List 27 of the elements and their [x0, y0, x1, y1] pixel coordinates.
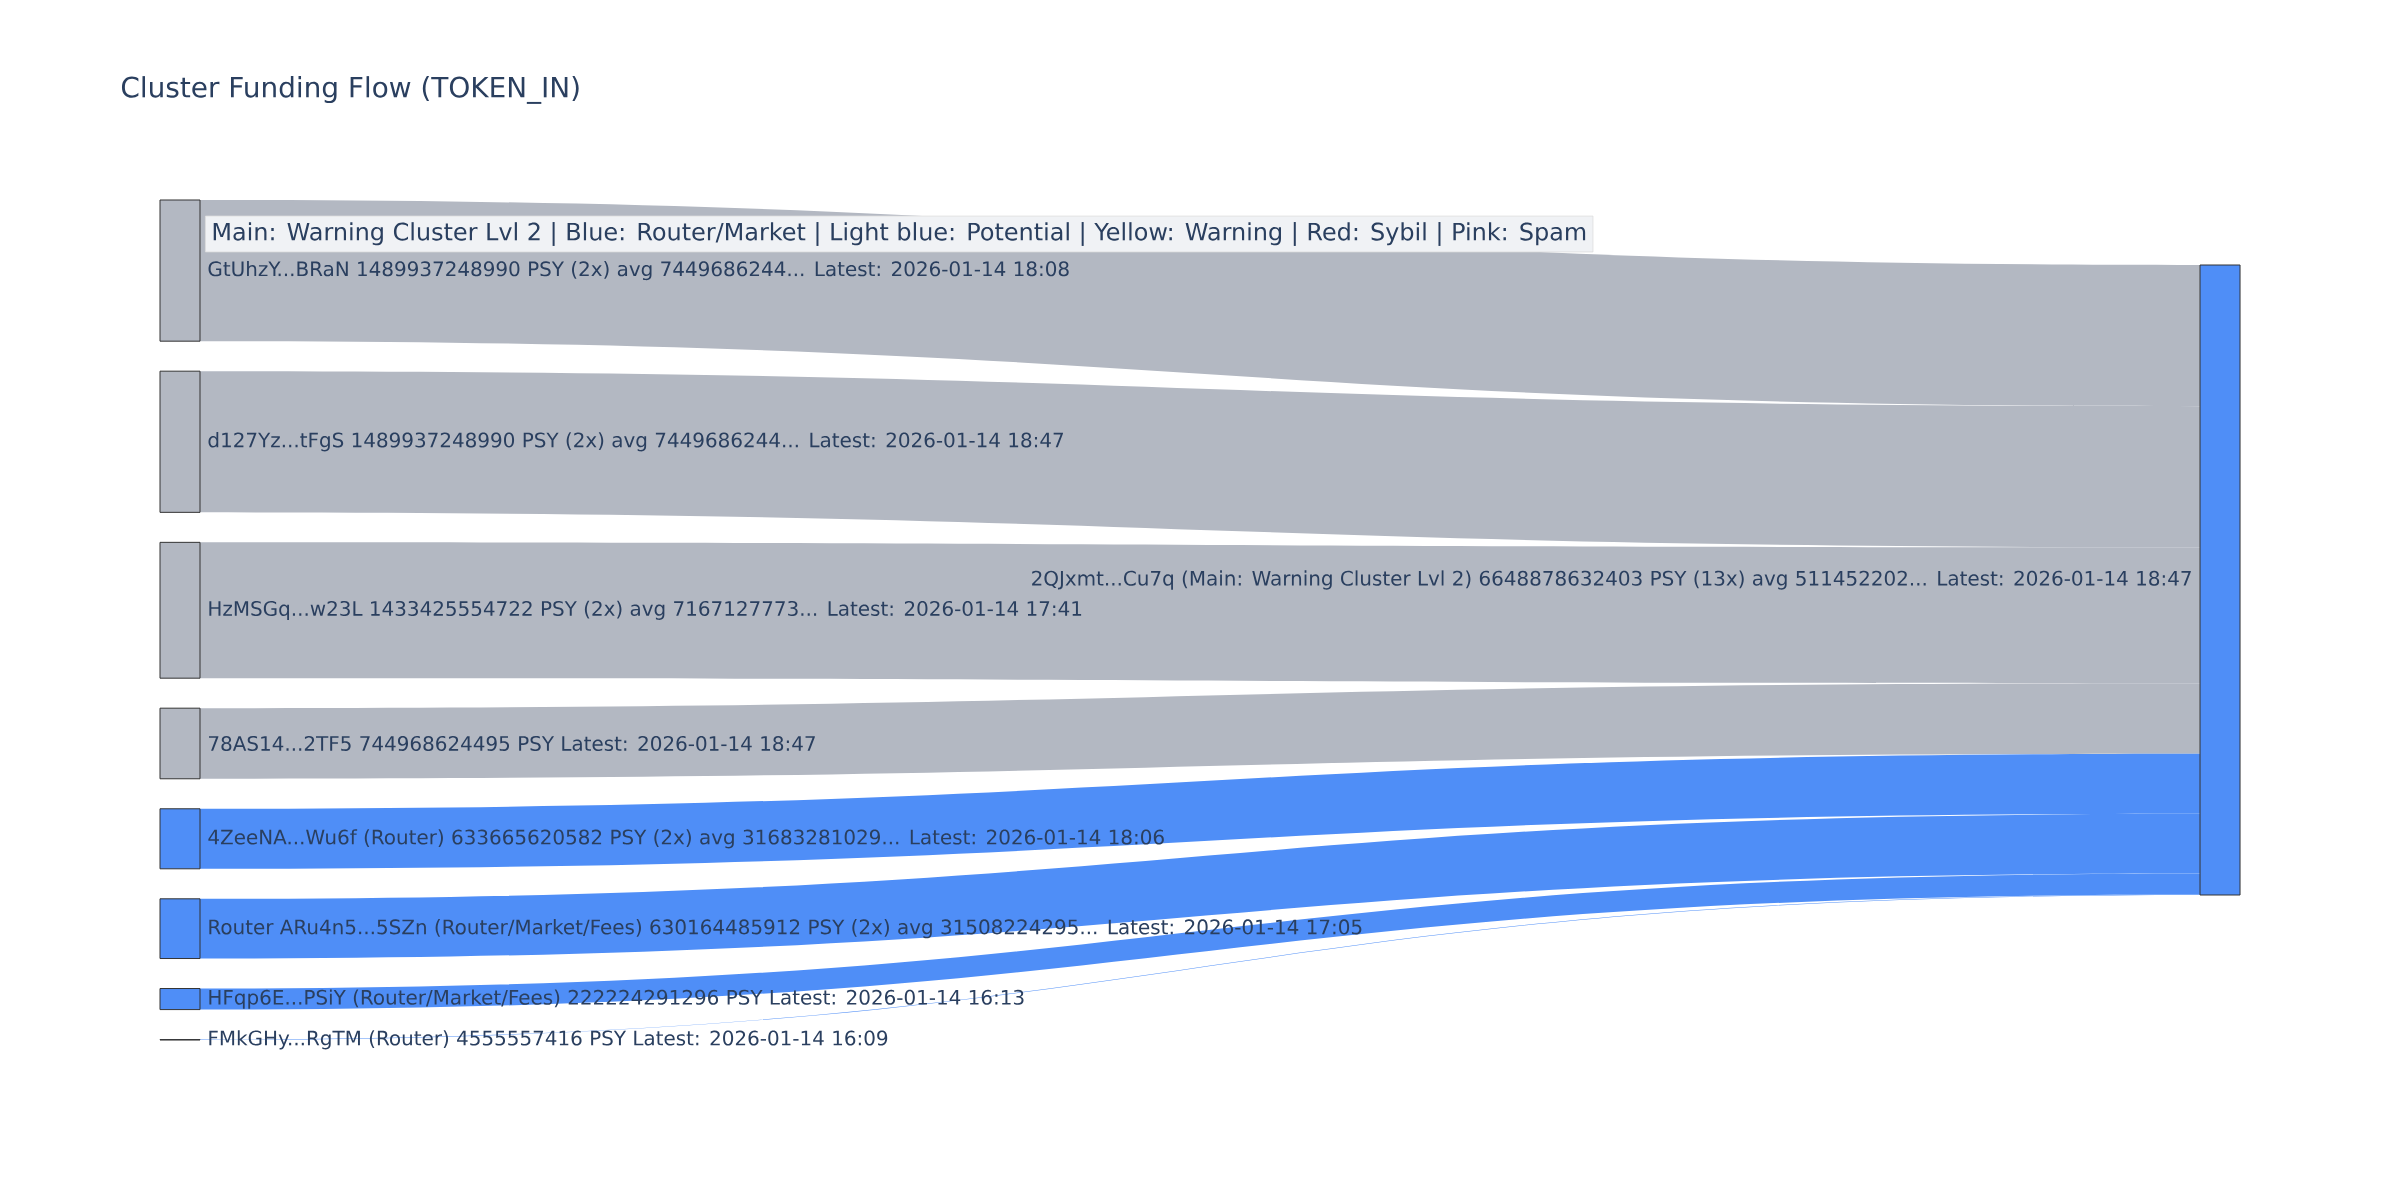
text: PSY Latest: 2026-01-14 18:47	[519, 735, 815, 752]
category-label: HFqp6E...PSiY (Router/Market/Fees)	[209, 989, 560, 1009]
data-label: 633665620582	[452, 829, 602, 845]
category-label: Router ARu4n5...5SZn (Router/Market/Fees)	[209, 919, 641, 937]
data-label: 4555557416	[457, 1030, 582, 1046]
data-label: 1489937248990	[352, 432, 515, 448]
text: PSY Latest: 2026-01-14 16:13	[727, 989, 1024, 1005]
category-label: FMkGHy...RgTM (Router)	[209, 1030, 449, 1050]
category-label: 2QJxmt...Cu7q (Main: Warning Cluster Lvl 2)	[1032, 570, 1471, 590]
data-label: 1433425554722	[371, 600, 532, 617]
text: PSY (2x) avg 7449686244... Latest: 2026-01-14 18:08	[529, 260, 1069, 281]
data-label: 630164485912	[650, 919, 800, 935]
text: PSY (2x) avg 7167127773... Latest: 2026-01-14 17:41	[541, 600, 1082, 620]
text: Cluster Funding Flow (TOKEN_IN)	[121, 76, 579, 104]
category-label: 78AS14...2TF5	[209, 735, 351, 752]
text: PSY (2x) avg 31683281029... Latest: 2026-01-14 18:06	[611, 829, 1164, 849]
category-label: 4ZeeNA...Wu6f (Router)	[208, 829, 443, 847]
data-label: 744968624495	[360, 735, 510, 752]
data-label: 6648878632403	[1479, 570, 1642, 586]
category-label: GtUhzY...BRaN	[208, 260, 348, 277]
text: PSY (2x) avg 7449686244... Latest: 2026-01-14 18:47	[523, 432, 1063, 452]
text: Main: Warning Cluster Lvl 2 | Blue: Router/Market | Light blue: Potential | Yellow: Warning | Red: Sybil | Pink: Spam	[213, 222, 1586, 246]
category-label: HzMSGq...w23L	[209, 600, 363, 620]
category-label: d127Yz...tFgS	[208, 432, 344, 452]
text: PSY (13x) avg 511452202... Latest: 2026-01-14 18:47	[1651, 570, 2191, 590]
data-label: 1489937248990	[358, 261, 520, 277]
text: PSY Latest: 2026-01-14 16:09	[591, 1030, 888, 1046]
